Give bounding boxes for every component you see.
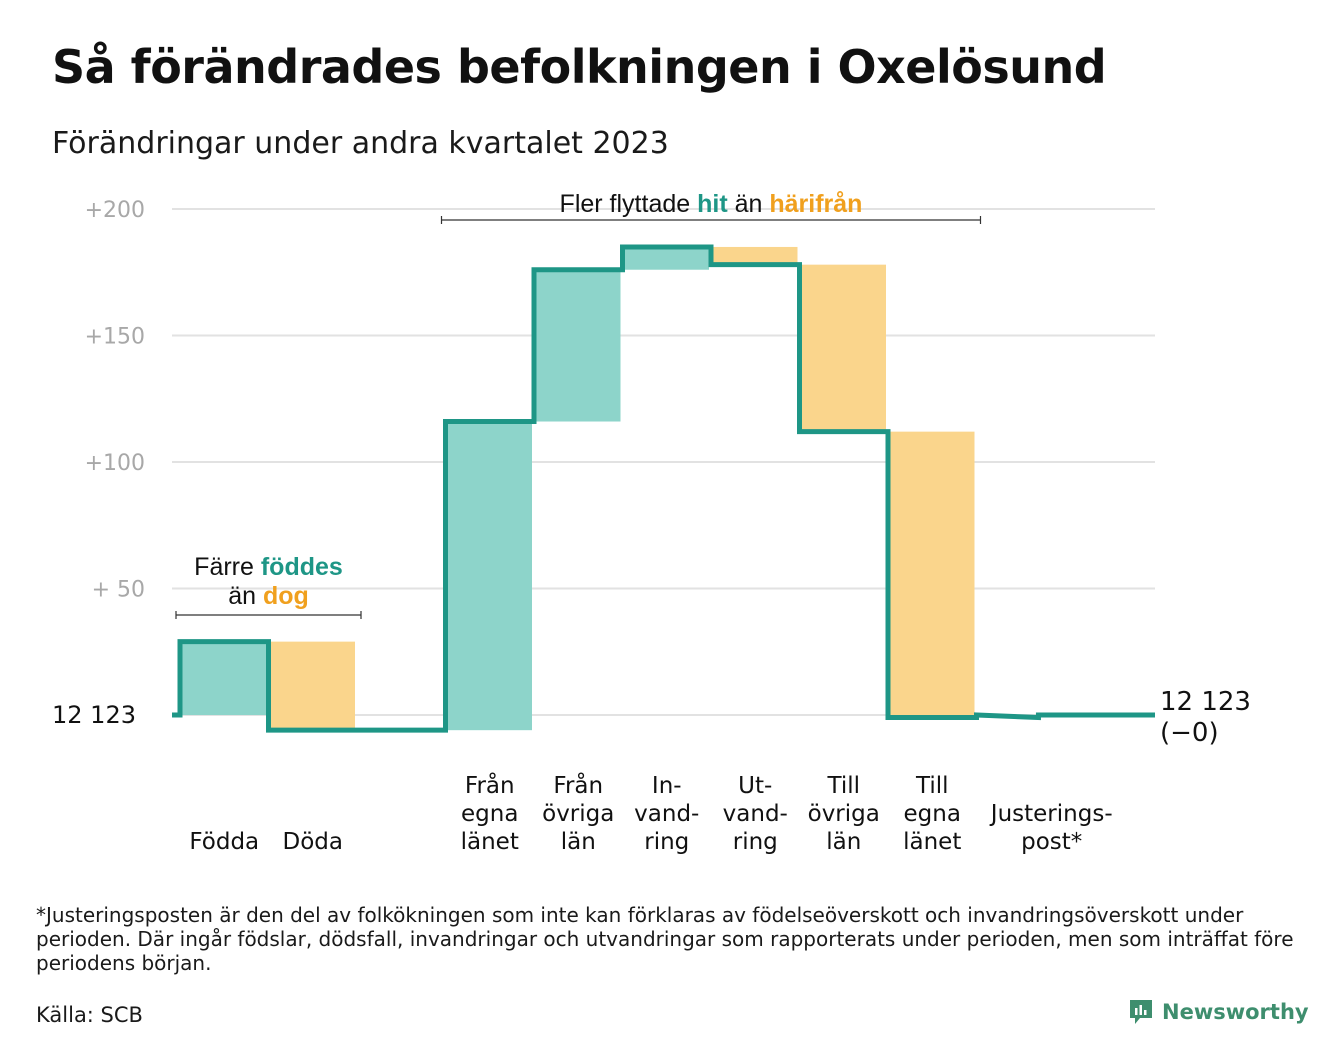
x-tick-label: Justerings-post*: [989, 801, 1113, 855]
bar: [447, 421, 532, 731]
x-tick-label-line: ring: [733, 829, 778, 855]
x-tick-label-line: Från: [465, 771, 515, 799]
annotation-text-part: än: [228, 582, 263, 610]
bars: [182, 246, 975, 731]
y-tick-label: + 50: [92, 578, 145, 603]
x-tick-label-line: egna: [461, 801, 518, 827]
x-tick-label-line: ring: [644, 829, 689, 855]
end-change-label: (−0): [1160, 718, 1219, 748]
x-tick-label-line: Från: [553, 771, 603, 799]
source-note: Källa: SCB: [36, 1003, 143, 1027]
bar: [624, 246, 709, 270]
x-tick-label-line: post*: [1021, 829, 1082, 855]
bar: [801, 264, 886, 432]
x-tick-label-line: övriga: [808, 801, 880, 827]
x-tick-label-line: vand-: [634, 801, 699, 827]
series-line: [172, 244, 1155, 733]
annotation-text-part: Fler flyttade: [560, 190, 698, 218]
end-value-label: 12 123: [1160, 687, 1251, 717]
x-tick-label: In-vand-ring: [634, 773, 699, 855]
annotation-text-part: föddes: [261, 553, 343, 581]
x-tick-label: Döda: [283, 829, 343, 855]
bar: [713, 246, 798, 265]
annotation-text-part: dog: [263, 582, 309, 610]
grid-lines: [172, 208, 1155, 716]
annotation-text-part: Färre: [194, 553, 261, 581]
footnote: *Justeringsposten är den del av folkökni…: [36, 903, 1294, 975]
x-tick-label: Ut-vand-ring: [723, 773, 788, 855]
x-tick-label-line: In-: [652, 773, 682, 799]
bar: [182, 641, 267, 715]
bar: [270, 641, 355, 731]
x-tick-label-line: övriga: [542, 801, 614, 827]
baseline-label: 12 123: [52, 701, 136, 729]
x-tick-label-line: Ut-: [738, 773, 772, 799]
x-tick-label: Till egna länet: [903, 773, 961, 855]
annotation-text-part: än: [728, 190, 770, 218]
y-tick-label: +100: [85, 451, 145, 476]
x-tick-label-line: länet: [461, 829, 519, 855]
bar: [536, 269, 621, 422]
step-line: [172, 244, 1155, 733]
x-tick-label-line: Justerings-: [989, 801, 1113, 827]
x-tick-label-line: län: [561, 829, 596, 855]
x-tick-label-line: egna: [904, 801, 961, 827]
brand-name: Newsworthy: [1162, 1000, 1309, 1024]
x-tick-label-line: län: [826, 829, 861, 855]
x-tick-label: Till övriga län: [808, 773, 880, 855]
x-tick-label-line: Till: [826, 773, 860, 799]
annotation-text: Färre föddes: [194, 553, 343, 581]
x-tick-label-line: Till: [915, 773, 949, 799]
x-tick-label-line: vand-: [723, 801, 788, 827]
x-tick-label: Från egna länet: [461, 771, 519, 855]
bar: [890, 431, 975, 718]
annotation-text: än dog: [228, 582, 309, 610]
x-tick-label-line: länet: [903, 829, 961, 855]
y-tick-label: +200: [85, 198, 145, 223]
x-tick-label-line: Födda: [189, 829, 259, 855]
y-tick-label: +150: [85, 325, 145, 350]
x-tick-label-line: Döda: [283, 829, 343, 855]
page-title: Så förändrades befolkningen i Oxelösund: [52, 40, 1107, 94]
x-tick-label: Födda: [189, 829, 259, 855]
annotation-text-part: härifrån: [769, 190, 862, 218]
newsworthy-logo-icon: [1130, 1000, 1152, 1024]
x-tick-label: Från övriga län: [542, 771, 614, 855]
annotation-text-part: hit: [697, 190, 728, 218]
annotation-text: Fler flyttade hit än härifrån: [560, 190, 863, 218]
brand-logo: Newsworthy: [1128, 998, 1309, 1026]
page-subtitle: Förändringar under andra kvartalet 2023: [52, 126, 669, 161]
